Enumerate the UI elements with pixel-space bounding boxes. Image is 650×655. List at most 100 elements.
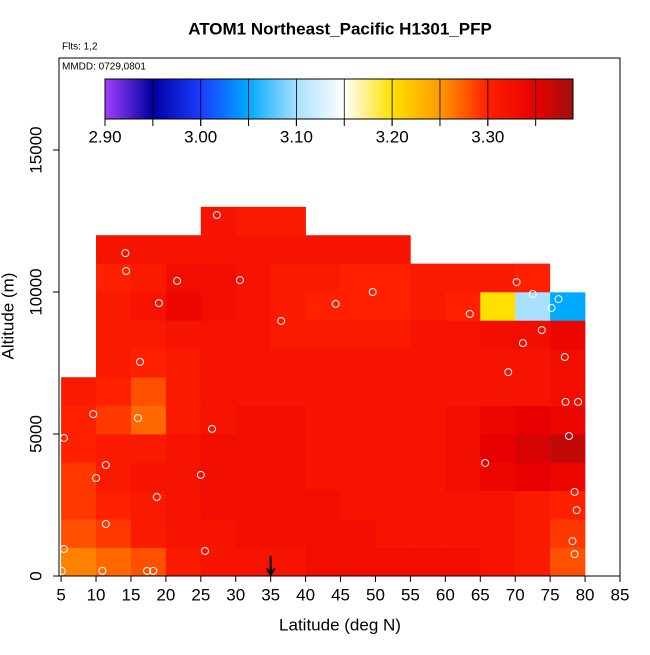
heat-cell — [96, 462, 132, 492]
sample-point — [512, 278, 521, 287]
heat-cell — [515, 263, 551, 293]
heat-cell — [410, 263, 446, 293]
heat-cell — [550, 320, 586, 350]
heat-cell — [200, 235, 237, 264]
heat-cell — [410, 292, 446, 321]
heat-cell — [165, 320, 202, 350]
heat-cell — [340, 519, 376, 548]
sample-point — [59, 433, 68, 442]
heat-cell — [305, 434, 341, 463]
heat-cell — [550, 547, 586, 577]
heat-cell — [130, 263, 167, 293]
heat-cell — [550, 434, 586, 463]
heat-cell — [270, 292, 306, 321]
x-tick-label: 50 — [366, 585, 385, 604]
sample-point — [235, 276, 244, 285]
heat-cell — [550, 519, 586, 548]
heat-cell — [410, 462, 446, 492]
heat-cell — [305, 235, 341, 264]
heat-cell — [200, 377, 237, 406]
sample-point — [149, 566, 158, 575]
heat-cell — [480, 519, 516, 548]
heat-cell — [96, 377, 132, 406]
sample-point — [277, 316, 286, 325]
sample-point — [368, 288, 377, 297]
heat-cell — [410, 377, 446, 406]
heat-cell — [96, 348, 132, 378]
x-tick-label: 85 — [611, 585, 630, 604]
heat-cell — [445, 348, 481, 378]
heat-cell — [200, 292, 237, 321]
heat-cell — [61, 377, 97, 406]
heat-cell — [270, 348, 306, 378]
heat-cell — [270, 490, 306, 520]
heat-cell — [305, 490, 341, 520]
heat-cell — [550, 292, 586, 321]
sample-point — [537, 326, 546, 335]
heat-cell — [515, 434, 551, 463]
heat-cell — [410, 490, 446, 520]
heat-cell — [130, 547, 167, 577]
sample-point — [173, 276, 182, 285]
heat-cell — [375, 320, 411, 350]
heat-cell — [235, 263, 271, 293]
heat-cell — [130, 490, 167, 520]
heat-cell — [480, 547, 516, 577]
x-tick-label: 65 — [471, 585, 490, 604]
heat-cell — [445, 547, 481, 577]
heat-cell — [305, 405, 341, 435]
heat-cell — [200, 434, 237, 463]
heat-cell — [235, 377, 271, 406]
x-tick-label: 10 — [87, 585, 106, 604]
heat-cell — [375, 263, 411, 293]
heat-cell — [61, 519, 97, 548]
heat-cell — [515, 320, 551, 350]
heat-cell — [130, 348, 167, 378]
heat-cell — [130, 377, 167, 406]
heat-cell — [200, 405, 237, 435]
heat-cell — [165, 547, 202, 577]
sample-point — [89, 410, 98, 419]
heat-cell — [410, 547, 446, 577]
heat-cell — [445, 377, 481, 406]
heat-cell — [270, 206, 306, 236]
heat-cell — [305, 320, 341, 350]
heat-cell — [375, 462, 411, 492]
sample-point — [101, 520, 110, 529]
sample-point — [154, 299, 163, 308]
heat-cell — [550, 490, 586, 520]
heat-cell — [61, 462, 97, 492]
heat-cell — [480, 405, 516, 435]
heat-cell — [235, 462, 271, 492]
sample-point — [528, 289, 537, 298]
heat-cell — [235, 320, 271, 350]
heat-cell — [96, 263, 132, 293]
x-tick-label: 55 — [401, 585, 420, 604]
sample-point — [57, 566, 66, 575]
heat-cell — [375, 235, 411, 264]
heat-cell — [550, 263, 586, 293]
sample-point — [136, 357, 145, 366]
heat-cell — [96, 547, 132, 577]
sample-point — [554, 295, 563, 304]
heat-cell — [445, 434, 481, 463]
heat-cell — [515, 292, 551, 321]
colorbar-fill — [104, 78, 574, 120]
heat-cell — [61, 434, 97, 463]
heat-cell — [480, 292, 516, 321]
heat-cell — [200, 462, 237, 492]
heat-cell — [130, 434, 167, 463]
heat-cell — [96, 519, 132, 548]
plot-frame — [58, 57, 621, 577]
heat-cell — [235, 519, 271, 548]
heat-cell — [550, 348, 586, 378]
heat-cell — [340, 320, 376, 350]
heat-cell — [340, 377, 376, 406]
heat-cell — [235, 292, 271, 321]
heat-cell — [235, 206, 271, 236]
heat-cell — [480, 348, 516, 378]
heat-cell — [165, 263, 202, 293]
heat-cell — [270, 377, 306, 406]
sample-point — [493, 247, 502, 256]
